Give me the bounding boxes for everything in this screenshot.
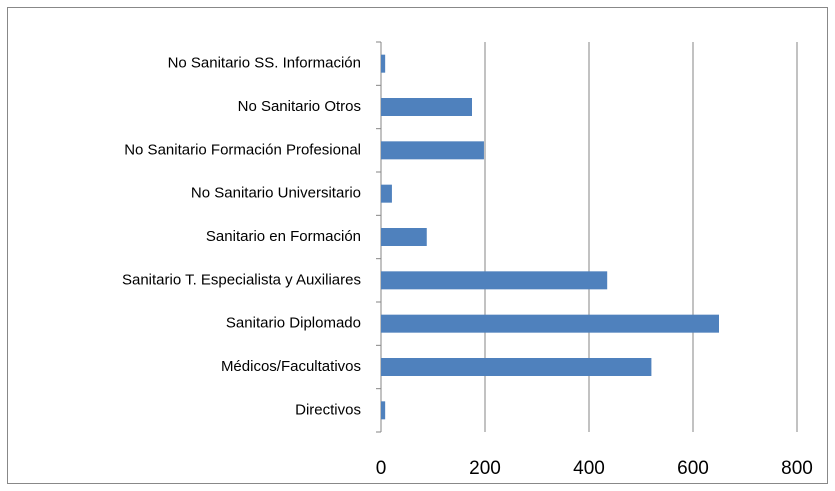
x-tick-label: 800 (781, 458, 813, 479)
y-tick-label: Sanitario Diplomado (226, 315, 361, 332)
y-tick-label: No Sanitario Formación Profesional (124, 141, 361, 158)
bar (381, 314, 719, 333)
x-tick-label: 0 (376, 458, 387, 479)
bar (381, 401, 386, 420)
x-tick-label: 400 (573, 458, 605, 479)
bar (381, 358, 652, 376)
x-tick-label: 600 (677, 458, 709, 479)
y-tick-label: No Sanitario Otros (238, 98, 361, 115)
y-tick-label: Directivos (295, 401, 361, 418)
bar (381, 184, 392, 203)
y-tick-label: Médicos/Facultativos (221, 358, 361, 375)
y-tick-label: Sanitario en Formación (206, 228, 361, 245)
bar (381, 271, 608, 290)
y-tick-label: No Sanitario SS. Información (168, 55, 361, 72)
bar (381, 228, 427, 246)
y-tick-label: Sanitario T. Especialista y Auxiliares (122, 271, 361, 288)
x-tick-label: 200 (469, 458, 501, 479)
bar (381, 98, 472, 116)
y-tick-label: No Sanitario Universitario (191, 185, 361, 202)
bar (381, 54, 386, 73)
bar (381, 141, 484, 160)
